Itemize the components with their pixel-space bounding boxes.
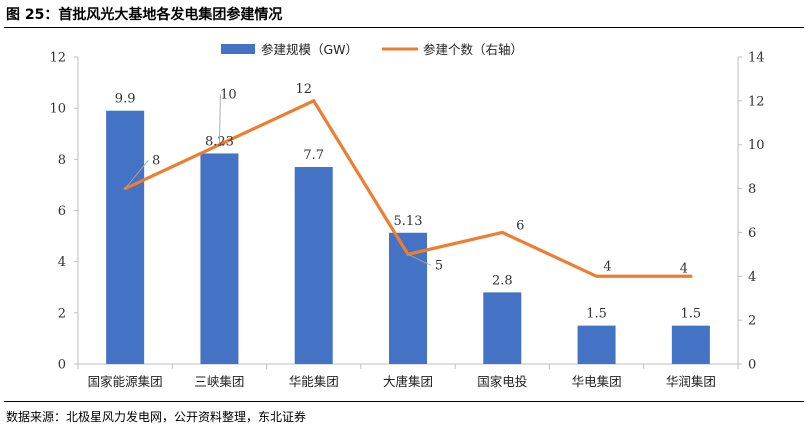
bar-data-label: 1.5 — [681, 307, 702, 322]
bar — [106, 110, 145, 364]
line-label-leader — [407, 253, 432, 266]
x-tick-label: 国家能源集团 — [88, 374, 163, 389]
bar-data-label: 2.8 — [492, 273, 513, 288]
figure-title: 图 25：首批风光大基地各发电集团参建情况 — [6, 7, 283, 23]
y-right-tick-label: 12 — [748, 94, 765, 109]
y-left-tick-label: 4 — [58, 255, 66, 270]
line-point — [594, 274, 599, 278]
y-right-tick-label: 10 — [748, 138, 765, 153]
y-left-tick-label: 10 — [49, 102, 66, 117]
legend-bar-swatch — [221, 44, 255, 54]
line-label-leader — [124, 160, 149, 189]
y-right-tick-label: 0 — [748, 358, 756, 373]
x-tick-label: 华能集团 — [289, 374, 339, 389]
x-tick-label: 三峡集团 — [194, 374, 244, 389]
x-tick-label: 华润集团 — [666, 374, 716, 389]
bar — [294, 167, 333, 364]
x-tick-label: 大唐集团 — [383, 374, 433, 389]
line-label-leader — [218, 94, 221, 145]
bar — [671, 325, 710, 364]
line-data-label: 10 — [220, 88, 237, 103]
line-data-label: 5 — [435, 258, 443, 273]
line-point — [312, 99, 316, 103]
line-data-label: 6 — [516, 218, 524, 233]
line-point — [689, 274, 693, 278]
y-right-tick-label: 6 — [748, 226, 756, 241]
bar — [200, 153, 239, 364]
y-right-tick-label: 2 — [748, 314, 756, 329]
x-tick-label: 华电集团 — [572, 374, 622, 389]
combo-chart: 0 2 4 6 8 10 12 0 2 4 6 8 10 12 14 国家能源集团 三峡集团 华能集团 大唐集团 国家… — [49, 42, 765, 389]
y-left-tick-label: 8 — [58, 153, 66, 168]
bar — [483, 292, 522, 364]
legend-bar-label: 参建规模（GW） — [261, 42, 358, 57]
line-data-label: 4 — [680, 261, 688, 276]
line-data-label: 4 — [603, 259, 611, 274]
bar-data-label: 7.7 — [303, 148, 324, 163]
bar-data-label: 1.5 — [586, 307, 607, 322]
bar — [577, 325, 616, 364]
y-right-tick-label: 4 — [748, 270, 756, 285]
title-rule — [4, 27, 804, 28]
bar-data-label: 5.13 — [394, 214, 423, 229]
bar-data-label: 9.9 — [115, 92, 136, 107]
source-rule — [4, 401, 804, 402]
line-data-label: 8 — [152, 154, 160, 169]
y-left-tick-label: 2 — [58, 306, 66, 321]
source-note: 数据来源：北极星风力发电网，公开资料整理，东北证券 — [6, 410, 307, 424]
y-left-tick-label: 12 — [49, 51, 66, 66]
y-right-tick-label: 14 — [748, 51, 765, 66]
line-point — [500, 230, 504, 235]
legend-line-label: 参建个数（右轴） — [423, 42, 523, 57]
y-left-tick-label: 6 — [58, 204, 66, 219]
y-right-tick-label: 8 — [748, 182, 756, 197]
y-left-tick-label: 0 — [58, 358, 66, 373]
line-data-label: 12 — [295, 82, 312, 97]
x-tick-label: 国家电投 — [477, 374, 527, 389]
